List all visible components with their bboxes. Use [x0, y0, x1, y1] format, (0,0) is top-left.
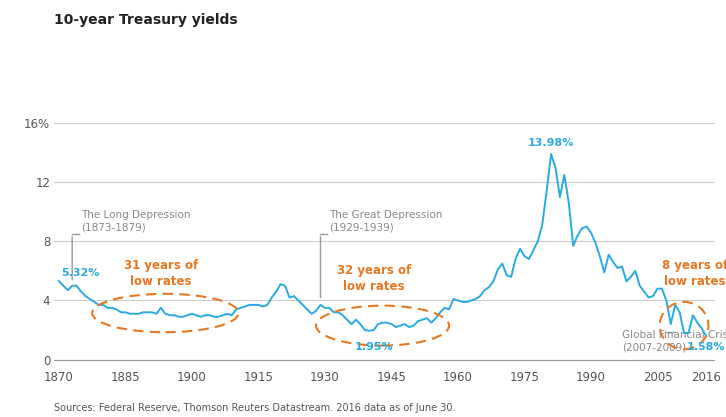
Text: 5.32%: 5.32% [61, 268, 99, 278]
Text: 1.95%: 1.95% [354, 342, 393, 352]
Text: 8 years of
low rates: 8 years of low rates [662, 259, 726, 289]
Text: 32 years of
low rates: 32 years of low rates [337, 264, 411, 293]
Text: 1.58%: 1.58% [687, 342, 725, 352]
Text: Sources: Federal Reserve, Thomson Reuters Datastream. 2016 data as of June 30.: Sources: Federal Reserve, Thomson Reuter… [54, 403, 456, 413]
Text: 31 years of
low rates: 31 years of low rates [123, 259, 198, 289]
Text: 10-year Treasury yields: 10-year Treasury yields [54, 13, 238, 27]
Text: 13.98%: 13.98% [528, 138, 574, 148]
Text: The Great Depression
(1929-1939): The Great Depression (1929-1939) [330, 210, 443, 233]
Text: The Long Depression
(1873-1879): The Long Depression (1873-1879) [81, 210, 190, 233]
Text: Global Financial Crisis
(2007-2009): Global Financial Crisis (2007-2009) [622, 330, 726, 352]
